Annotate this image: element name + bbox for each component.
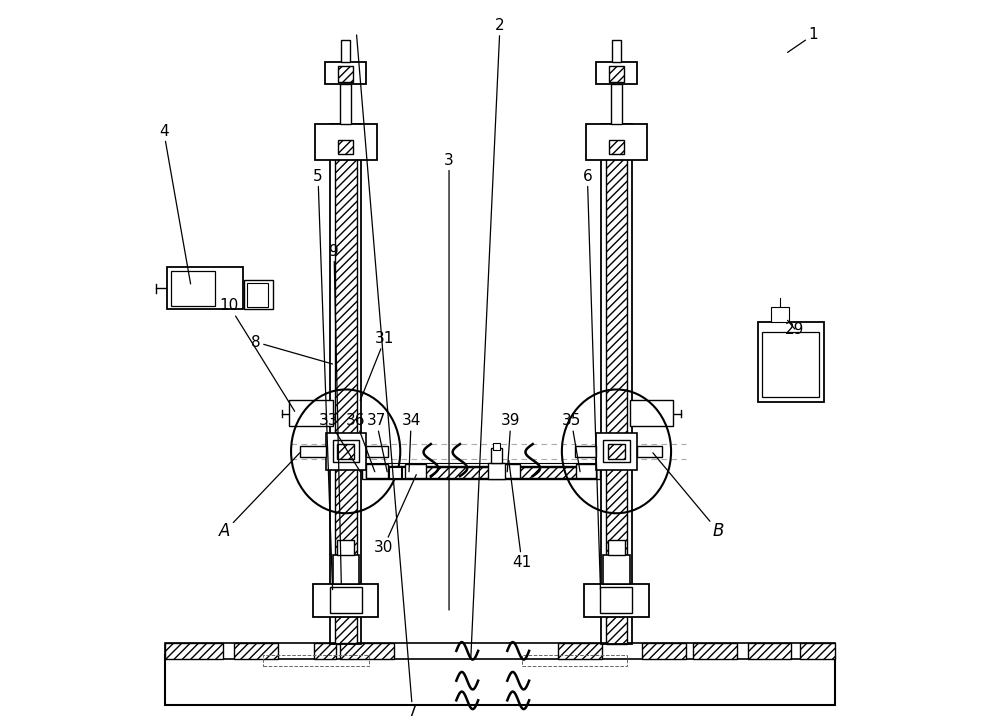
Bar: [606, 124, 627, 644]
Bar: [366, 467, 596, 478]
Text: 1: 1: [788, 28, 818, 52]
Bar: [313, 584, 378, 617]
Bar: [315, 124, 377, 160]
Text: 10: 10: [220, 298, 295, 411]
Bar: [609, 66, 624, 82]
Bar: [289, 400, 333, 426]
Bar: [771, 307, 789, 322]
Bar: [165, 643, 223, 659]
Bar: [366, 464, 388, 478]
Bar: [762, 332, 819, 397]
Bar: [584, 584, 649, 617]
Text: 2: 2: [471, 18, 505, 657]
Bar: [341, 40, 350, 62]
Bar: [575, 446, 596, 457]
Bar: [330, 124, 361, 644]
Bar: [600, 587, 632, 613]
Text: 33: 33: [319, 414, 360, 472]
Bar: [338, 66, 353, 82]
Bar: [326, 433, 366, 470]
Bar: [165, 655, 835, 705]
Bar: [603, 555, 630, 584]
Bar: [609, 140, 624, 154]
Text: 4: 4: [159, 124, 191, 284]
Text: 3: 3: [444, 153, 454, 610]
Text: 39: 39: [501, 414, 521, 472]
Bar: [491, 448, 502, 463]
Bar: [608, 540, 625, 555]
Bar: [500, 464, 520, 478]
Text: 8: 8: [251, 335, 333, 364]
Bar: [244, 280, 273, 309]
Bar: [333, 555, 359, 584]
Bar: [493, 443, 500, 450]
Text: 41: 41: [509, 460, 531, 569]
Bar: [402, 467, 414, 478]
Bar: [325, 62, 366, 84]
Bar: [630, 400, 673, 426]
Bar: [330, 587, 362, 613]
Text: 7: 7: [357, 35, 417, 719]
Bar: [389, 467, 401, 478]
Bar: [167, 267, 243, 309]
Bar: [362, 466, 600, 479]
Bar: [800, 643, 835, 659]
Text: 37: 37: [367, 414, 387, 472]
Bar: [234, 643, 278, 659]
Bar: [748, 643, 791, 659]
Bar: [611, 84, 622, 124]
Bar: [171, 271, 215, 306]
Bar: [340, 643, 394, 659]
Bar: [314, 643, 336, 659]
Bar: [642, 643, 686, 659]
Bar: [333, 440, 359, 462]
Text: B: B: [653, 453, 724, 540]
Text: 31: 31: [360, 331, 395, 400]
Bar: [603, 440, 630, 462]
Text: 35: 35: [562, 414, 581, 472]
Text: 6: 6: [582, 169, 600, 590]
Bar: [596, 433, 637, 470]
Text: 36: 36: [346, 414, 375, 472]
Bar: [601, 124, 632, 644]
Bar: [612, 40, 621, 62]
Bar: [576, 464, 596, 478]
Text: 29: 29: [785, 320, 805, 336]
Text: 30: 30: [374, 475, 416, 555]
Bar: [337, 540, 354, 555]
Bar: [338, 140, 353, 154]
Bar: [335, 124, 357, 644]
Bar: [366, 446, 388, 457]
Text: 9: 9: [329, 244, 341, 584]
Text: 34: 34: [401, 414, 421, 472]
Bar: [362, 463, 600, 467]
Bar: [405, 464, 426, 478]
Bar: [586, 124, 647, 160]
Bar: [608, 444, 625, 459]
Bar: [488, 463, 505, 479]
Bar: [637, 446, 662, 457]
Bar: [300, 446, 326, 457]
Bar: [263, 655, 369, 666]
Bar: [558, 643, 602, 659]
Bar: [693, 643, 737, 659]
Bar: [337, 444, 354, 459]
Bar: [522, 655, 627, 666]
Bar: [247, 283, 268, 307]
Bar: [758, 322, 824, 402]
Text: A: A: [219, 453, 300, 540]
Bar: [596, 62, 637, 84]
Text: 5: 5: [313, 169, 333, 590]
Bar: [165, 643, 835, 659]
Bar: [340, 84, 351, 124]
